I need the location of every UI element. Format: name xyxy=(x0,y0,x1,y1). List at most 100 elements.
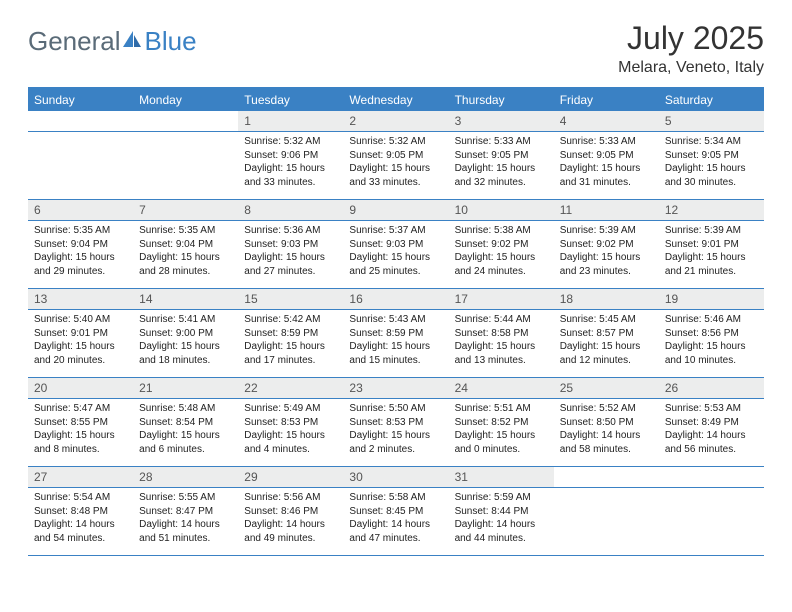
day-line: Sunset: 9:04 PM xyxy=(139,238,232,252)
day-line: Daylight: 15 hours xyxy=(34,340,127,354)
day-line: Daylight: 15 hours xyxy=(139,340,232,354)
day-line: and 56 minutes. xyxy=(665,443,758,457)
day-line: Daylight: 15 hours xyxy=(244,162,337,176)
day-detail: Sunrise: 5:35 AMSunset: 9:04 PMDaylight:… xyxy=(133,221,238,288)
day-line: and 29 minutes. xyxy=(34,265,127,279)
day-number: 2 xyxy=(343,111,448,131)
day-line: Sunrise: 5:47 AM xyxy=(34,402,127,416)
day-detail: Sunrise: 5:48 AMSunset: 8:54 PMDaylight:… xyxy=(133,399,238,466)
day-line: and 28 minutes. xyxy=(139,265,232,279)
day-line: Sunrise: 5:50 AM xyxy=(349,402,442,416)
day-number: 22 xyxy=(238,378,343,398)
day-detail xyxy=(659,488,764,555)
day-line: Sunrise: 5:35 AM xyxy=(139,224,232,238)
day-line: Daylight: 15 hours xyxy=(139,251,232,265)
day-detail: Sunrise: 5:50 AMSunset: 8:53 PMDaylight:… xyxy=(343,399,448,466)
day-number: 24 xyxy=(449,378,554,398)
day-line: Sunset: 8:52 PM xyxy=(455,416,548,430)
day-line: and 20 minutes. xyxy=(34,354,127,368)
day-number: 5 xyxy=(659,111,764,131)
day-detail-row: Sunrise: 5:40 AMSunset: 9:01 PMDaylight:… xyxy=(28,310,764,378)
day-detail: Sunrise: 5:38 AMSunset: 9:02 PMDaylight:… xyxy=(449,221,554,288)
day-line: Sunset: 9:05 PM xyxy=(349,149,442,163)
day-line: Daylight: 15 hours xyxy=(560,162,653,176)
day-line: Sunset: 8:58 PM xyxy=(455,327,548,341)
day-line: Sunrise: 5:54 AM xyxy=(34,491,127,505)
day-detail: Sunrise: 5:49 AMSunset: 8:53 PMDaylight:… xyxy=(238,399,343,466)
day-line: Daylight: 15 hours xyxy=(455,340,548,354)
day-line: Daylight: 14 hours xyxy=(349,518,442,532)
day-line: and 47 minutes. xyxy=(349,532,442,546)
day-line: Sunset: 9:06 PM xyxy=(244,149,337,163)
day-line: Sunrise: 5:41 AM xyxy=(139,313,232,327)
location-label: Melara, Veneto, Italy xyxy=(618,59,764,77)
weekday-label: Thursday xyxy=(449,89,554,111)
day-line: Sunrise: 5:39 AM xyxy=(560,224,653,238)
day-line: Daylight: 15 hours xyxy=(244,429,337,443)
day-line: and 27 minutes. xyxy=(244,265,337,279)
day-detail: Sunrise: 5:42 AMSunset: 8:59 PMDaylight:… xyxy=(238,310,343,377)
day-number-row: 6789101112 xyxy=(28,200,764,221)
day-line: Sunset: 9:02 PM xyxy=(560,238,653,252)
day-number: 7 xyxy=(133,200,238,220)
day-line: and 58 minutes. xyxy=(560,443,653,457)
day-number: 28 xyxy=(133,467,238,487)
page-title: July 2025 xyxy=(618,20,764,57)
day-number xyxy=(28,111,133,131)
day-line: and 32 minutes. xyxy=(455,176,548,190)
day-line: Sunrise: 5:46 AM xyxy=(665,313,758,327)
day-line: Sunset: 9:05 PM xyxy=(665,149,758,163)
day-line: Sunrise: 5:53 AM xyxy=(665,402,758,416)
day-detail: Sunrise: 5:37 AMSunset: 9:03 PMDaylight:… xyxy=(343,221,448,288)
day-line: Sunset: 9:01 PM xyxy=(665,238,758,252)
day-line: Daylight: 15 hours xyxy=(455,429,548,443)
day-detail-row: Sunrise: 5:32 AMSunset: 9:06 PMDaylight:… xyxy=(28,132,764,200)
day-line: Sunrise: 5:39 AM xyxy=(665,224,758,238)
day-number: 18 xyxy=(554,289,659,309)
day-detail xyxy=(28,132,133,199)
day-detail: Sunrise: 5:32 AMSunset: 9:05 PMDaylight:… xyxy=(343,132,448,199)
day-number: 30 xyxy=(343,467,448,487)
day-line: Sunset: 8:50 PM xyxy=(560,416,653,430)
day-detail: Sunrise: 5:52 AMSunset: 8:50 PMDaylight:… xyxy=(554,399,659,466)
day-number: 20 xyxy=(28,378,133,398)
day-line: Sunrise: 5:58 AM xyxy=(349,491,442,505)
day-line: and 12 minutes. xyxy=(560,354,653,368)
day-detail: Sunrise: 5:44 AMSunset: 8:58 PMDaylight:… xyxy=(449,310,554,377)
day-line: Daylight: 15 hours xyxy=(349,162,442,176)
day-line: Daylight: 15 hours xyxy=(560,251,653,265)
weekday-label: Wednesday xyxy=(343,89,448,111)
day-number: 27 xyxy=(28,467,133,487)
weekday-label: Friday xyxy=(554,89,659,111)
day-line: Sunrise: 5:36 AM xyxy=(244,224,337,238)
day-detail: Sunrise: 5:34 AMSunset: 9:05 PMDaylight:… xyxy=(659,132,764,199)
day-number: 19 xyxy=(659,289,764,309)
day-line: and 17 minutes. xyxy=(244,354,337,368)
day-number: 25 xyxy=(554,378,659,398)
day-line: Sunrise: 5:59 AM xyxy=(455,491,548,505)
logo-text-b: Blue xyxy=(145,26,197,57)
day-detail-row: Sunrise: 5:54 AMSunset: 8:48 PMDaylight:… xyxy=(28,488,764,556)
day-line: Daylight: 15 hours xyxy=(244,340,337,354)
day-line: Sunrise: 5:48 AM xyxy=(139,402,232,416)
day-line: and 54 minutes. xyxy=(34,532,127,546)
day-number: 14 xyxy=(133,289,238,309)
day-number-row: 20212223242526 xyxy=(28,378,764,399)
day-number-row: 2728293031 xyxy=(28,467,764,488)
day-line: Daylight: 15 hours xyxy=(665,162,758,176)
weekday-header: SundayMondayTuesdayWednesdayThursdayFrid… xyxy=(28,89,764,111)
day-line: Daylight: 14 hours xyxy=(244,518,337,532)
day-line: and 8 minutes. xyxy=(34,443,127,457)
day-number xyxy=(554,467,659,487)
day-number: 4 xyxy=(554,111,659,131)
day-line: Sunset: 8:55 PM xyxy=(34,416,127,430)
day-line: Daylight: 14 hours xyxy=(665,429,758,443)
day-detail: Sunrise: 5:35 AMSunset: 9:04 PMDaylight:… xyxy=(28,221,133,288)
day-line: and 51 minutes. xyxy=(139,532,232,546)
day-detail: Sunrise: 5:55 AMSunset: 8:47 PMDaylight:… xyxy=(133,488,238,555)
day-detail: Sunrise: 5:46 AMSunset: 8:56 PMDaylight:… xyxy=(659,310,764,377)
day-line: Sunset: 8:59 PM xyxy=(349,327,442,341)
day-number: 16 xyxy=(343,289,448,309)
day-number xyxy=(133,111,238,131)
day-number: 3 xyxy=(449,111,554,131)
